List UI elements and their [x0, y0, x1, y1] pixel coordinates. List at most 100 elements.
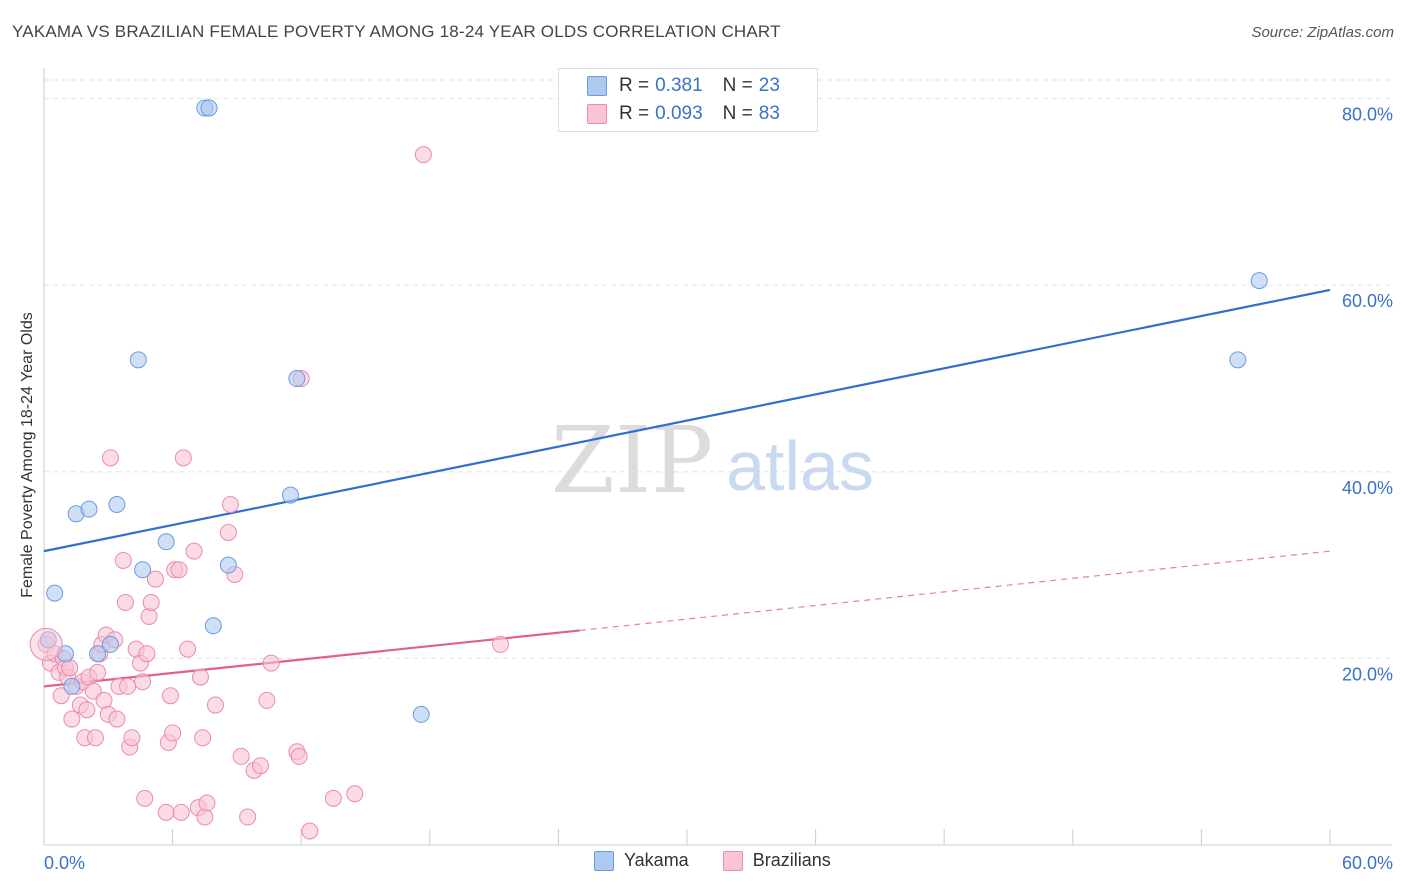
legend-swatch-yakama [587, 76, 607, 96]
legend-label-brazilians: Brazilians [752, 850, 831, 870]
point-yakama [412, 705, 430, 723]
point-yakama [1229, 351, 1247, 369]
trend-extension-brazilians [579, 550, 1331, 632]
point-brazilians [414, 146, 432, 164]
point-brazilians [301, 822, 319, 840]
point-yakama [204, 617, 222, 635]
gridlines [44, 79, 1392, 659]
point-brazilians [138, 645, 156, 663]
point-brazilians [119, 677, 137, 695]
point-brazilians [262, 654, 280, 672]
watermark: ZIP atlas [551, 407, 874, 514]
point-brazilians [140, 607, 158, 625]
point-brazilians [219, 523, 237, 541]
point-yakama [63, 677, 81, 695]
legend-row-yakama: R = 0.381 N = 23 [587, 73, 800, 99]
series-legend: Yakama Brazilians [594, 850, 865, 871]
point-yakama [101, 635, 119, 653]
point-yakama [1250, 272, 1268, 290]
point-brazilians [492, 635, 510, 653]
legend-n-value: 23 [758, 75, 780, 96]
point-yakama [108, 495, 126, 513]
y-tick-label: 40.0% [1342, 478, 1393, 498]
trend-line-yakama [43, 288, 1331, 553]
point-brazilians [172, 803, 190, 821]
point-brazilians [239, 808, 257, 826]
point-yakama [80, 500, 98, 518]
point-brazilians [194, 729, 212, 747]
point-brazilians [84, 682, 102, 700]
stats-legend: R = 0.381 N = 23 R = 0.093 N = 83 [558, 68, 818, 132]
x-tick-label: 0.0% [44, 853, 85, 873]
point-brazilians [108, 710, 126, 728]
point-brazilians [324, 789, 342, 807]
point-brazilians [258, 691, 276, 709]
x-tick-label: 60.0% [1342, 853, 1393, 873]
point-brazilians [89, 663, 107, 681]
point-brazilians [198, 794, 216, 812]
point-brazilians [142, 593, 160, 611]
point-brazilians [196, 808, 214, 826]
point-brazilians [221, 495, 239, 513]
point-brazilians [232, 747, 250, 765]
legend-r-label: R = [619, 103, 650, 124]
point-brazilians [136, 789, 154, 807]
y-tick-label: 60.0% [1342, 291, 1393, 311]
point-yakama [46, 584, 64, 602]
y-tick-label: 80.0% [1342, 105, 1393, 125]
legend-item-yakama[interactable]: Yakama [594, 850, 689, 871]
point-brazilians [161, 687, 179, 705]
legend-n-label: N = [722, 103, 753, 124]
point-brazilians [123, 729, 141, 747]
y-tick-label: 20.0% [1342, 664, 1393, 684]
point-brazilians [346, 785, 364, 803]
point-yakama [200, 99, 218, 117]
point-brazilians [134, 673, 152, 691]
source-label: Source: ZipAtlas.com [1251, 24, 1394, 41]
legend-r-label: R = [619, 75, 650, 96]
point-brazilians [206, 696, 224, 714]
point-brazilians [101, 449, 119, 467]
trend-lines [43, 288, 1331, 688]
point-brazilians [179, 640, 197, 658]
legend-item-brazilians[interactable]: Brazilians [722, 850, 831, 871]
point-brazilians [290, 747, 308, 765]
point-brazilians [114, 551, 132, 569]
point-brazilians [170, 561, 188, 579]
point-brazilians [86, 729, 104, 747]
point-yakama [89, 645, 107, 663]
legend-r-value: 0.381 [655, 75, 703, 96]
point-brazilians [191, 668, 209, 686]
point-brazilians [174, 449, 192, 467]
legend-n-label: N = [722, 75, 753, 96]
point-brazilians [78, 701, 96, 719]
point-brazilians [146, 570, 164, 588]
point-yakama [281, 486, 299, 504]
legend-label-yakama: Yakama [624, 850, 689, 870]
point-yakama [288, 370, 306, 388]
point-brazilians [164, 724, 182, 742]
point-yakama [134, 561, 152, 579]
data-points [29, 99, 1268, 840]
legend-row-brazilians: R = 0.093 N = 83 [587, 101, 800, 127]
point-yakama [157, 533, 175, 551]
point-brazilians [157, 803, 175, 821]
tick-labels: 20.0% 40.0% 60.0% 80.0% 0.0% 60.0% [44, 105, 1393, 873]
axes [43, 68, 1392, 846]
legend-r-value: 0.093 [655, 103, 703, 124]
point-yakama [129, 351, 147, 369]
point-brazilians [116, 593, 134, 611]
legend-swatch-brazilians [587, 104, 607, 124]
legend-swatch-yakama [594, 850, 614, 871]
watermark-atlas: atlas [726, 427, 874, 505]
trend-line-brazilians [43, 629, 580, 688]
watermark-zip: ZIP [551, 407, 713, 514]
point-brazilians [63, 710, 81, 728]
point-yakama [219, 556, 237, 574]
point-brazilians-large [29, 627, 63, 661]
legend-swatch-brazilians [722, 850, 743, 871]
chart-title: YAKAMA VS BRAZILIAN FEMALE POVERTY AMONG… [12, 22, 781, 41]
point-brazilians [185, 542, 203, 560]
legend-n-value: 83 [758, 103, 780, 124]
